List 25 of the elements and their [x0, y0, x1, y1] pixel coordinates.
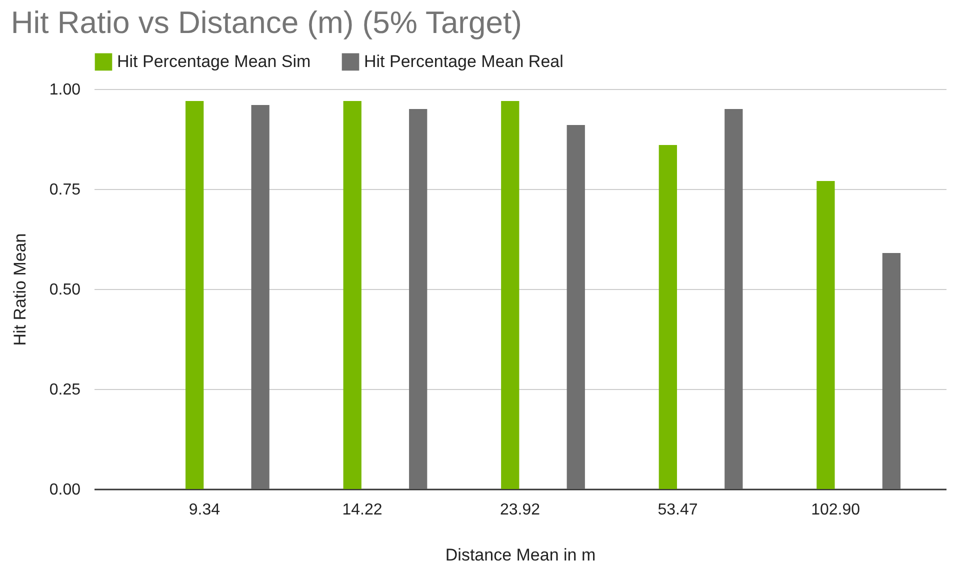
x-tick-label: 9.34: [188, 502, 220, 518]
chart-title: Hit Ratio vs Distance (m) (5% Target): [10, 5, 522, 40]
x-tick-label: 14.22: [342, 502, 382, 518]
bar: [409, 109, 428, 489]
y-axis-title: Hit Ratio Mean: [10, 233, 30, 346]
y-tick-label: 0.00: [49, 482, 81, 498]
bar: [251, 105, 270, 489]
y-tick-label: 0.50: [49, 282, 81, 298]
bar: [816, 181, 835, 489]
legend-label: Hit Percentage Mean Sim: [117, 52, 311, 71]
x-axis-title: Distance Mean in m: [445, 546, 596, 564]
bar: [882, 253, 901, 489]
bar: [343, 101, 362, 489]
y-tick-label: 0.25: [49, 382, 81, 398]
bar: [501, 101, 520, 489]
bar: [724, 109, 743, 489]
y-tick-label: 1.00: [49, 82, 81, 98]
bar: [566, 125, 585, 489]
x-tick-label: 102.90: [811, 502, 860, 518]
x-tick-label: 23.92: [500, 502, 540, 518]
bar: [186, 101, 204, 489]
y-tick-label: 0.75: [49, 182, 81, 198]
bar: [658, 145, 677, 489]
x-tick-label: 53.47: [658, 502, 698, 518]
legend-label: Hit Percentage Mean Real: [364, 52, 564, 71]
